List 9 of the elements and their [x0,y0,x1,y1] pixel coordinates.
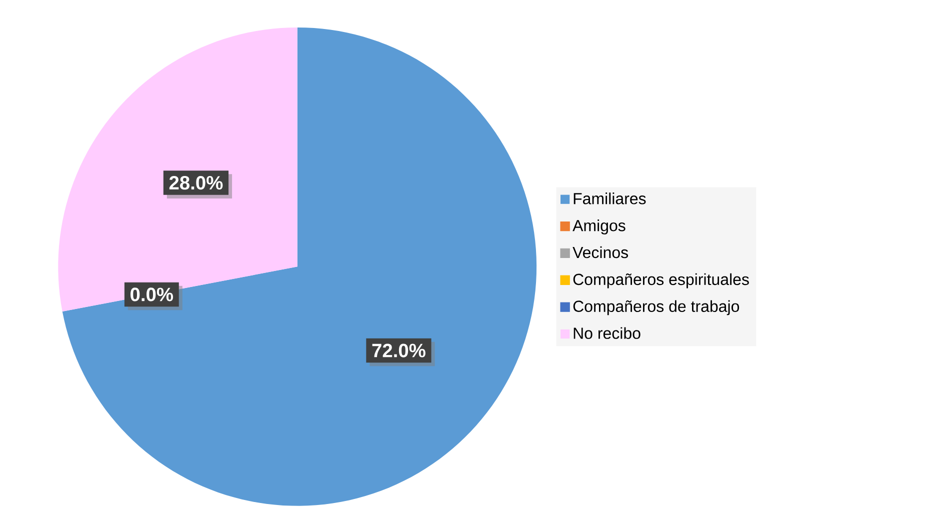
legend-label: Compañeros espirituales [573,273,749,288]
legend-label: Vecinos [572,246,628,258]
legend-label: Compañeros de trabajo [573,300,740,316]
legend-label: Familiares [574,192,646,204]
data-label: 72.0% [372,344,426,358]
text: 0.0% [130,288,174,302]
legend-label: No recibo [574,327,640,339]
legend-label: Amigos [572,219,626,234]
data-label: 28.0% [169,176,223,190]
